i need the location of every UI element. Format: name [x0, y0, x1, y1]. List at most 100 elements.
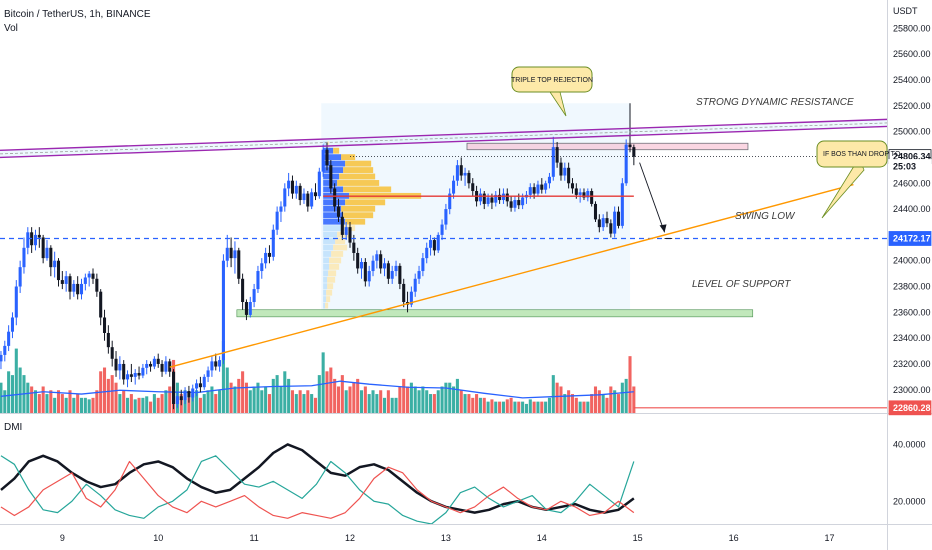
candle-body[interactable] — [118, 363, 122, 371]
candle-body[interactable] — [183, 391, 187, 401]
candle-body[interactable] — [49, 247, 53, 268]
candle-body[interactable] — [10, 317, 15, 332]
candle-body[interactable] — [440, 224, 444, 235]
candle-body[interactable] — [95, 278, 99, 292]
candle-body[interactable] — [356, 252, 360, 269]
candle-body[interactable] — [402, 283, 406, 303]
candle-body[interactable] — [214, 361, 218, 367]
candle-body[interactable] — [340, 216, 344, 235]
candle-body[interactable] — [248, 302, 252, 315]
candle-body[interactable] — [26, 232, 30, 248]
candle-body[interactable] — [544, 183, 548, 190]
candle-body[interactable] — [126, 374, 130, 380]
candle-body[interactable] — [452, 180, 456, 194]
candle-body[interactable] — [382, 263, 387, 269]
candle-body[interactable] — [133, 372, 137, 377]
candle-body[interactable] — [613, 211, 617, 234]
candle-body[interactable] — [429, 240, 433, 248]
candle-body[interactable] — [225, 247, 229, 261]
candle-body[interactable] — [536, 184, 540, 194]
candle-body[interactable] — [302, 193, 306, 201]
candle-body[interactable] — [191, 388, 195, 398]
candle-body[interactable] — [325, 149, 329, 166]
candle-body[interactable] — [271, 229, 275, 257]
candle-body[interactable] — [164, 361, 168, 372]
candle-body[interactable] — [471, 183, 475, 192]
candle-body[interactable] — [264, 252, 268, 264]
candle-body[interactable] — [241, 278, 245, 303]
candle-body[interactable] — [601, 218, 605, 228]
candle-body[interactable] — [267, 252, 271, 257]
candle-body[interactable] — [521, 197, 525, 206]
candle-body[interactable] — [616, 211, 621, 226]
candle-body[interactable] — [444, 209, 448, 225]
candle-body[interactable] — [0, 354, 3, 362]
candle-body[interactable] — [590, 191, 594, 204]
candle-body[interactable] — [210, 361, 214, 371]
candle-body[interactable] — [229, 247, 233, 259]
candle-body[interactable] — [609, 223, 613, 234]
candle-body[interactable] — [505, 193, 509, 202]
candle-body[interactable] — [137, 372, 141, 376]
candle-body[interactable] — [122, 363, 126, 380]
candle-body[interactable] — [494, 194, 498, 203]
candle-body[interactable] — [448, 193, 452, 210]
candle-body[interactable] — [394, 265, 398, 272]
candle-body[interactable] — [570, 183, 575, 189]
candle-body[interactable] — [83, 277, 87, 284]
candle-body[interactable] — [152, 358, 156, 367]
candle-body[interactable] — [463, 172, 467, 176]
candle-body[interactable] — [509, 201, 513, 208]
candle-body[interactable] — [3, 345, 7, 355]
candle-body[interactable] — [72, 283, 76, 292]
candle-body[interactable] — [467, 172, 471, 184]
candle-body[interactable] — [306, 193, 310, 207]
candle-body[interactable] — [76, 283, 80, 295]
candle-body[interactable] — [593, 203, 598, 220]
candle-body[interactable] — [628, 144, 632, 148]
candle-body[interactable] — [53, 260, 57, 268]
candle-body[interactable] — [436, 234, 440, 251]
candle-body[interactable] — [455, 165, 459, 181]
candle-body[interactable] — [260, 263, 264, 272]
candle-body[interactable] — [563, 167, 567, 176]
candle-body[interactable] — [348, 227, 352, 243]
candle-body[interactable] — [202, 376, 206, 388]
candle-body[interactable] — [390, 271, 394, 279]
candle-body[interactable] — [425, 247, 429, 259]
candle-body[interactable] — [478, 193, 482, 202]
candle-body[interactable] — [547, 176, 551, 184]
candle-body[interactable] — [156, 358, 160, 364]
candle-body[interactable] — [567, 167, 571, 184]
candle-body[interactable] — [87, 273, 91, 278]
candle-body[interactable] — [244, 302, 248, 315]
candle-body[interactable] — [367, 271, 371, 282]
candle-body[interactable] — [45, 247, 49, 259]
candle-body[interactable] — [559, 162, 563, 176]
candle-body[interactable] — [221, 260, 225, 361]
candle-body[interactable] — [60, 280, 64, 284]
candle-body[interactable] — [279, 206, 283, 212]
candle-body[interactable] — [597, 219, 601, 228]
candle-body[interactable] — [195, 383, 199, 389]
candle-body[interactable] — [586, 191, 590, 198]
candle-body[interactable] — [313, 192, 318, 197]
candle-body[interactable] — [620, 183, 624, 226]
bos-callout[interactable]: IF BOS THAN DROP TO — [816, 140, 901, 219]
candle-body[interactable] — [56, 260, 61, 281]
candle-body[interactable] — [256, 271, 260, 290]
candle-body[interactable] — [624, 144, 628, 184]
candle-body[interactable] — [179, 396, 183, 401]
candle-body[interactable] — [482, 193, 486, 204]
candle-body[interactable] — [18, 267, 22, 287]
candle-body[interactable] — [287, 180, 291, 189]
candle-body[interactable] — [129, 374, 133, 377]
candle-body[interactable] — [106, 332, 110, 348]
candle-body[interactable] — [336, 206, 341, 217]
candle-body[interactable] — [14, 286, 18, 318]
candle-body[interactable] — [79, 283, 84, 295]
candle-body[interactable] — [218, 360, 222, 367]
candle-body[interactable] — [206, 370, 210, 377]
candle-body[interactable] — [172, 371, 176, 404]
